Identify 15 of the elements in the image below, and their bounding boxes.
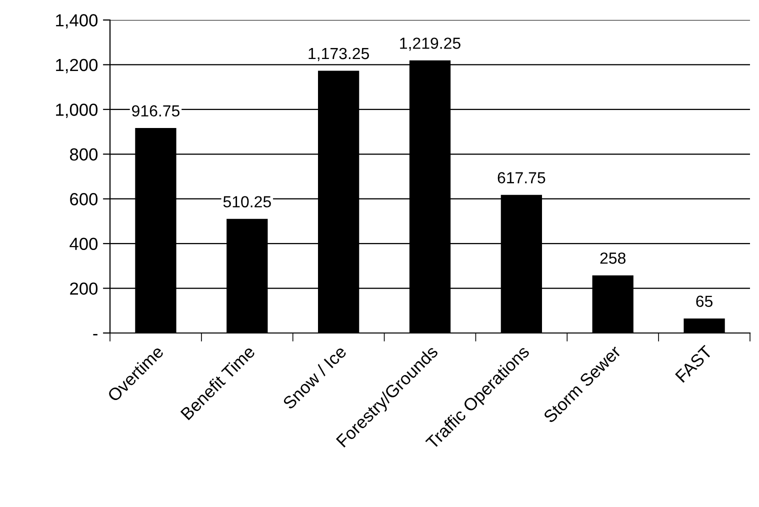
y-tick-label: 1,400 [56, 14, 98, 29]
data-label: 916.75 [132, 105, 180, 117]
data-label: 65 [696, 296, 712, 307]
y-tick-label: 600 [70, 193, 98, 206]
y-tick-label: 1,000 [56, 104, 98, 118]
data-label: 510.25 [223, 196, 271, 208]
y-tick-label: 400 [70, 238, 98, 250]
data-label: 258 [600, 252, 626, 264]
y-tick-label: 800 [70, 148, 98, 161]
data-label: 1,173.25 [308, 48, 369, 62]
data-label: 1,219.25 [400, 38, 460, 51]
y-tick-label: 1,200 [56, 58, 98, 74]
data-label: 617.75 [498, 172, 546, 184]
y-tick-label: - [93, 334, 98, 336]
y-tick-label: 200 [70, 282, 98, 295]
